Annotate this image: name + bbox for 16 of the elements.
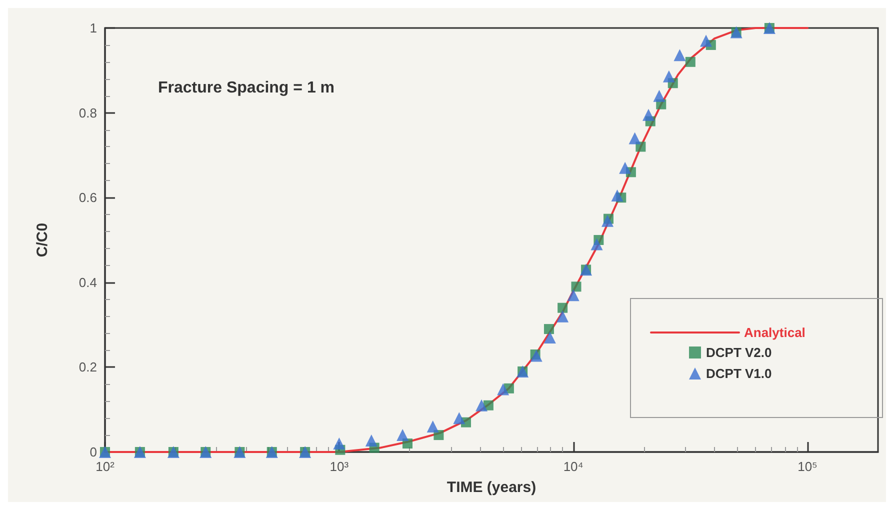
y-tick-label: 0 xyxy=(90,444,97,460)
x-tick-label: 10³ xyxy=(330,459,350,474)
y-axis-title: C/C0 xyxy=(34,222,51,258)
y-tick-label: 0.8 xyxy=(78,105,97,120)
y-tick-label: 1 xyxy=(90,20,97,36)
x-axis-title: TIME (years) xyxy=(446,479,536,496)
x-tick-label: 10⁵ xyxy=(798,459,818,474)
legend-label: DCPT V1.0 xyxy=(706,366,772,381)
text: Analytical xyxy=(744,325,806,340)
y-tick-label: 0.6 xyxy=(78,190,97,206)
y-tick-label: 0.2 xyxy=(78,360,97,375)
y-tick-label: 0.4 xyxy=(78,274,97,290)
x-tick-label: 10⁴ xyxy=(563,459,584,474)
annotation: Fracture Spacing = 1 m xyxy=(158,80,335,96)
legend-label: DCPT V2.0 xyxy=(706,345,772,360)
x-tick-label: 10² xyxy=(96,459,116,474)
